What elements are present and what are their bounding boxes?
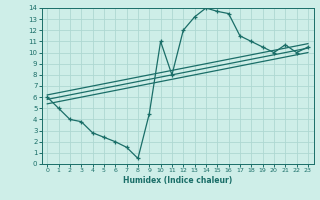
X-axis label: Humidex (Indice chaleur): Humidex (Indice chaleur) [123, 176, 232, 185]
